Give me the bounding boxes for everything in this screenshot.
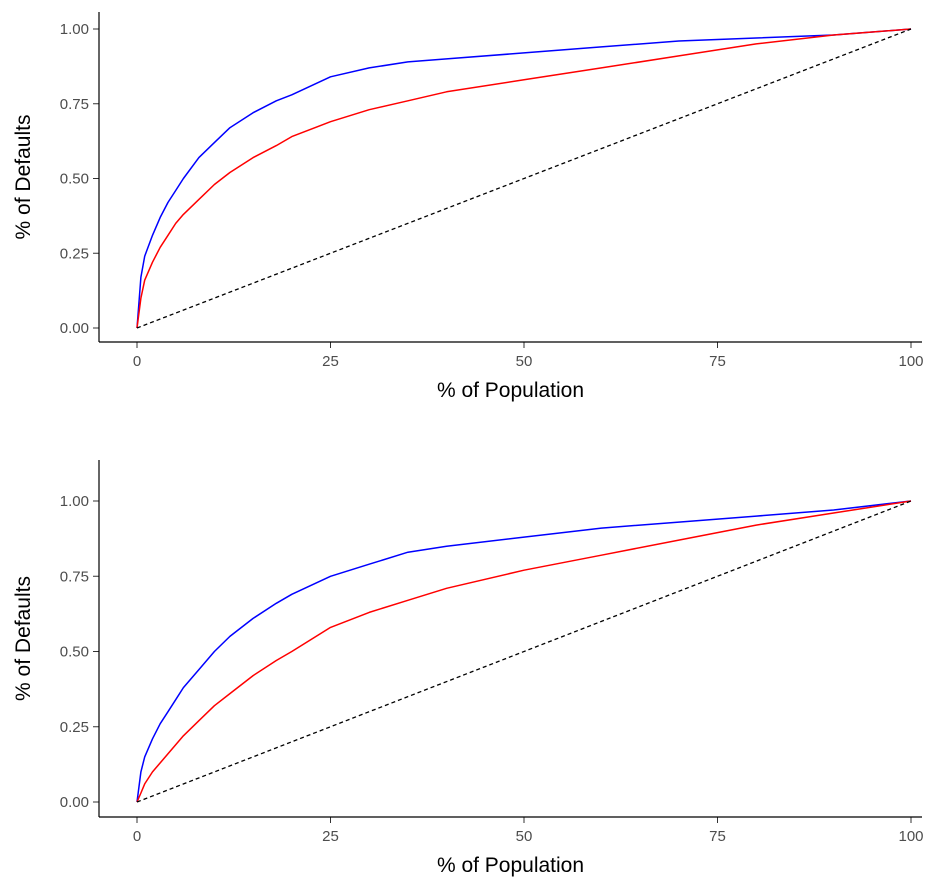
series-line-red	[136, 28, 912, 329]
y-ticks: 0.00 0.25 0.50 0.75 1.00	[60, 493, 99, 811]
x-tick-label: 75	[709, 828, 726, 845]
x-ticks: 0 25 50 75 100	[133, 817, 924, 845]
x-tick-label: 100	[898, 353, 923, 370]
series-line-blue	[136, 28, 912, 329]
x-tick-label: 75	[709, 353, 726, 370]
series-line-blue	[136, 500, 912, 803]
x-tick-label: 100	[898, 828, 923, 845]
chart-bottom: 0 25 50 75 100 0.00 0.25 0.50 0.75 1.00 % of Pop…	[12, 460, 924, 877]
x-tick-label: 50	[516, 353, 533, 370]
y-tick-label: 0.50	[60, 644, 89, 661]
y-tick-label: 0.75	[60, 568, 89, 585]
y-tick-label: 1.00	[60, 21, 89, 38]
x-ticks: 0 25 50 75 100	[133, 342, 924, 370]
x-tick-label: 25	[322, 353, 339, 370]
series-line-red	[136, 500, 912, 803]
x-tick-label: 50	[516, 828, 533, 845]
series-layer	[136, 28, 912, 329]
y-tick-label: 0.25	[60, 719, 89, 736]
y-tick-label: 0.75	[60, 96, 89, 113]
y-ticks: 0.00 0.25 0.50 0.75 1.00	[60, 21, 99, 337]
series-layer	[136, 500, 912, 803]
y-tick-label: 1.00	[60, 493, 89, 510]
x-axis-title: % of Population	[437, 379, 584, 402]
series-line-diagonal	[136, 28, 912, 329]
y-tick-label: 0.00	[60, 794, 89, 811]
x-tick-label: 0	[133, 828, 141, 845]
y-tick-label: 0.00	[60, 320, 89, 337]
y-axis-title: % of Defaults	[12, 115, 35, 240]
series-line-diagonal	[136, 500, 912, 803]
y-tick-label: 0.50	[60, 171, 89, 188]
y-tick-label: 0.25	[60, 245, 89, 262]
y-axis-title: % of Defaults	[12, 576, 35, 701]
x-tick-label: 25	[322, 828, 339, 845]
chart-top: 0 25 50 75 100 0.00 0.25 0.50 0.75 1.00 % of Pop…	[12, 12, 924, 402]
x-axis-title: % of Population	[437, 854, 584, 877]
x-tick-label: 0	[133, 353, 141, 370]
